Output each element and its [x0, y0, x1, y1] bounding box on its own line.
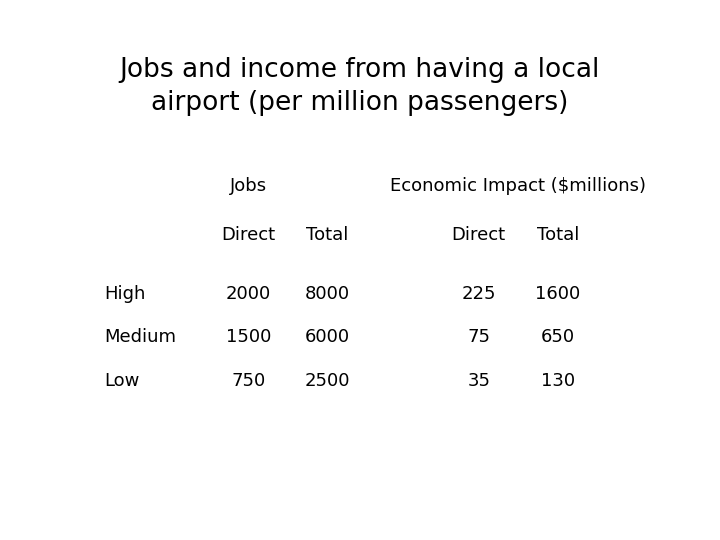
Text: 1500: 1500 [225, 328, 271, 347]
Text: Medium: Medium [104, 328, 176, 347]
Text: Economic Impact ($millions): Economic Impact ($millions) [390, 177, 647, 195]
Text: 1600: 1600 [536, 285, 580, 303]
Text: 6000: 6000 [305, 328, 350, 347]
Text: Direct: Direct [221, 226, 276, 244]
Text: Jobs and income from having a local
airport (per million passengers): Jobs and income from having a local airp… [120, 57, 600, 116]
Text: Total: Total [307, 226, 348, 244]
Text: 750: 750 [231, 372, 266, 390]
Text: 225: 225 [462, 285, 496, 303]
Text: 75: 75 [467, 328, 490, 347]
Text: 2000: 2000 [226, 285, 271, 303]
Text: 130: 130 [541, 372, 575, 390]
Text: 8000: 8000 [305, 285, 350, 303]
Text: Total: Total [537, 226, 579, 244]
Text: Direct: Direct [451, 226, 506, 244]
Text: High: High [104, 285, 145, 303]
Text: 650: 650 [541, 328, 575, 347]
Text: 2500: 2500 [305, 372, 351, 390]
Text: Low: Low [104, 372, 140, 390]
Text: 35: 35 [467, 372, 490, 390]
Text: Jobs: Jobs [230, 177, 267, 195]
